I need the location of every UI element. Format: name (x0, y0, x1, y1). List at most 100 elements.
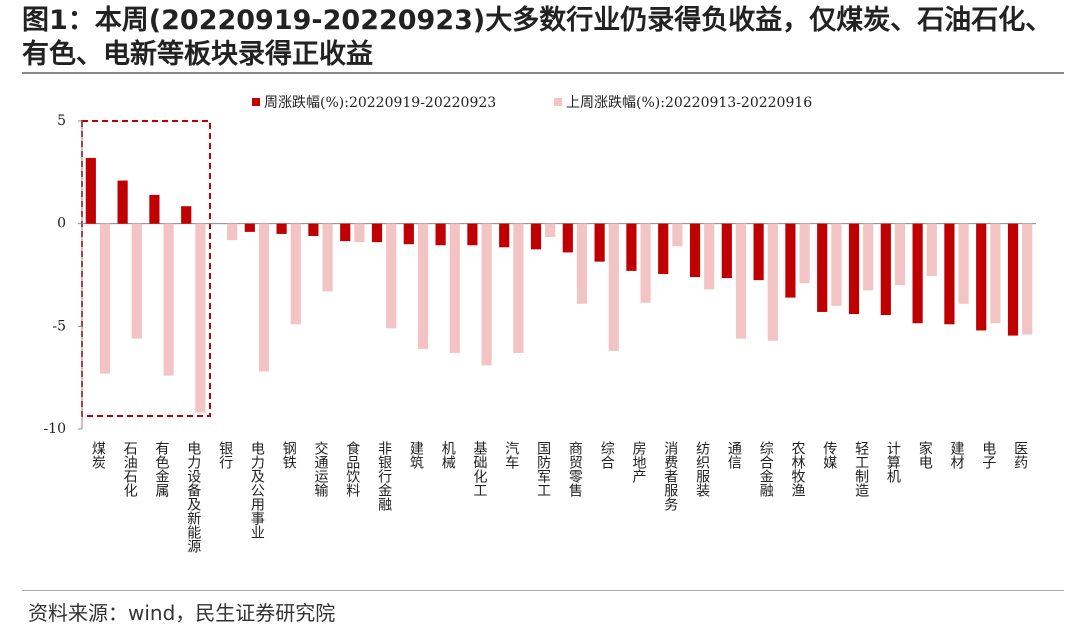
bar (608, 223, 619, 351)
source-rule (22, 590, 1064, 591)
bar (308, 223, 319, 236)
x-tick-label: 电子 (980, 441, 996, 469)
legend-label: 周涨跌幅(%):20220919-20220923 (264, 95, 496, 111)
bar (944, 223, 955, 325)
bar (990, 223, 1001, 324)
bar (1022, 223, 1033, 335)
bar (562, 223, 573, 253)
x-tick-label: 电力及公用事业 (249, 441, 265, 539)
x-tick-label: 综合金融 (758, 441, 774, 497)
bar (467, 223, 478, 246)
bar (848, 223, 860, 315)
title-rule (22, 72, 1064, 74)
x-tick-label: 电力设备及新能源 (185, 441, 201, 553)
bar (704, 223, 715, 290)
bar (689, 223, 701, 278)
legend-swatch (554, 98, 562, 106)
chart: -10 -5 0 5 周涨跌幅(%):20220919-20220923 上周涨跌幅(%)… (43, 95, 1036, 553)
bar (658, 223, 669, 274)
bar (894, 223, 906, 286)
bar (672, 223, 683, 247)
bar (545, 223, 556, 238)
bar (926, 223, 937, 277)
y-tick-label: 0 (57, 216, 66, 232)
x-tick-label: 建筑 (408, 441, 424, 470)
x-tick-label: 综合 (599, 441, 615, 469)
x-tick-label: 基础化工 (472, 440, 488, 497)
x-tick-label: 石油石化 (122, 441, 138, 498)
bar (735, 223, 747, 339)
bar (195, 223, 206, 413)
highlight-box (81, 120, 211, 417)
bar (117, 180, 128, 224)
x-tick-label: 钢铁 (281, 441, 297, 469)
bar (499, 223, 510, 248)
bar (1007, 223, 1019, 336)
x-tick-label: 纺织服装 (694, 441, 710, 497)
x-tick-label: 商贸零售 (567, 441, 583, 497)
bar (912, 223, 923, 324)
bar (85, 157, 96, 224)
bar (371, 223, 383, 243)
x-tick-label: 煤炭 (90, 441, 106, 469)
chart-title: 图1：本周(20220919-20220923)大多数行业仍录得负收益，仅煤炭、… (22, 5, 1053, 70)
x-tick-label: 机械 (440, 441, 456, 469)
bar (976, 223, 987, 331)
bar (530, 223, 542, 250)
x-tick-label: 有色金属 (154, 441, 170, 497)
x-tick-label: 银行 (217, 441, 233, 470)
x-tick-label: 医药 (1012, 441, 1028, 469)
bar (721, 223, 732, 279)
x-tick-label: 传媒 (821, 441, 837, 469)
source: 资料来源：wind，民生证券研究院 (28, 601, 336, 625)
bar (340, 223, 351, 242)
x-tick-label: 消费者服务 (662, 441, 678, 511)
bar (481, 223, 492, 366)
bar (435, 223, 446, 246)
x-tick-label: 家电 (917, 440, 933, 469)
bar (386, 223, 397, 329)
bar (181, 206, 192, 224)
bar (817, 223, 828, 312)
bar (403, 223, 414, 245)
bar (594, 223, 605, 262)
bar (880, 223, 891, 316)
bar (863, 223, 874, 291)
x-tick-label: 国防军工 (535, 441, 551, 497)
bar (131, 223, 142, 339)
bar (258, 223, 270, 372)
x-tick-label: 交通运输 (313, 440, 329, 497)
bar (576, 223, 588, 304)
bar (785, 223, 796, 298)
bar (513, 223, 524, 354)
y-tick-label: 5 (57, 113, 66, 129)
bar (640, 223, 651, 303)
bar (626, 223, 637, 271)
bar (767, 223, 778, 341)
bar (799, 223, 810, 284)
x-tick-label: 轻工制造 (853, 441, 869, 498)
x-tick-label: 计算机 (885, 441, 901, 484)
bar (99, 223, 111, 374)
legend-label: 上周涨跌幅(%):20220913-20220916 (566, 95, 812, 111)
y-tick-label: -10 (43, 421, 66, 437)
bar (449, 223, 460, 354)
x-tick-label: 建材 (949, 441, 965, 469)
x-tick-label: 房地产 (631, 441, 647, 484)
x-tick-label: 非银行金融 (376, 441, 392, 511)
y-tick-label: -5 (52, 318, 66, 334)
bar (290, 223, 301, 325)
bar (163, 223, 174, 376)
x-tick-label: 通信 (726, 441, 742, 469)
bar (831, 223, 842, 306)
bar (417, 223, 429, 349)
bar (149, 194, 160, 224)
legend-swatch (252, 98, 260, 106)
x-tick-label: 汽车 (503, 441, 519, 469)
bar (244, 223, 255, 232)
bar (227, 223, 238, 241)
bar (276, 223, 287, 234)
bar (958, 223, 969, 304)
bar (322, 223, 333, 292)
